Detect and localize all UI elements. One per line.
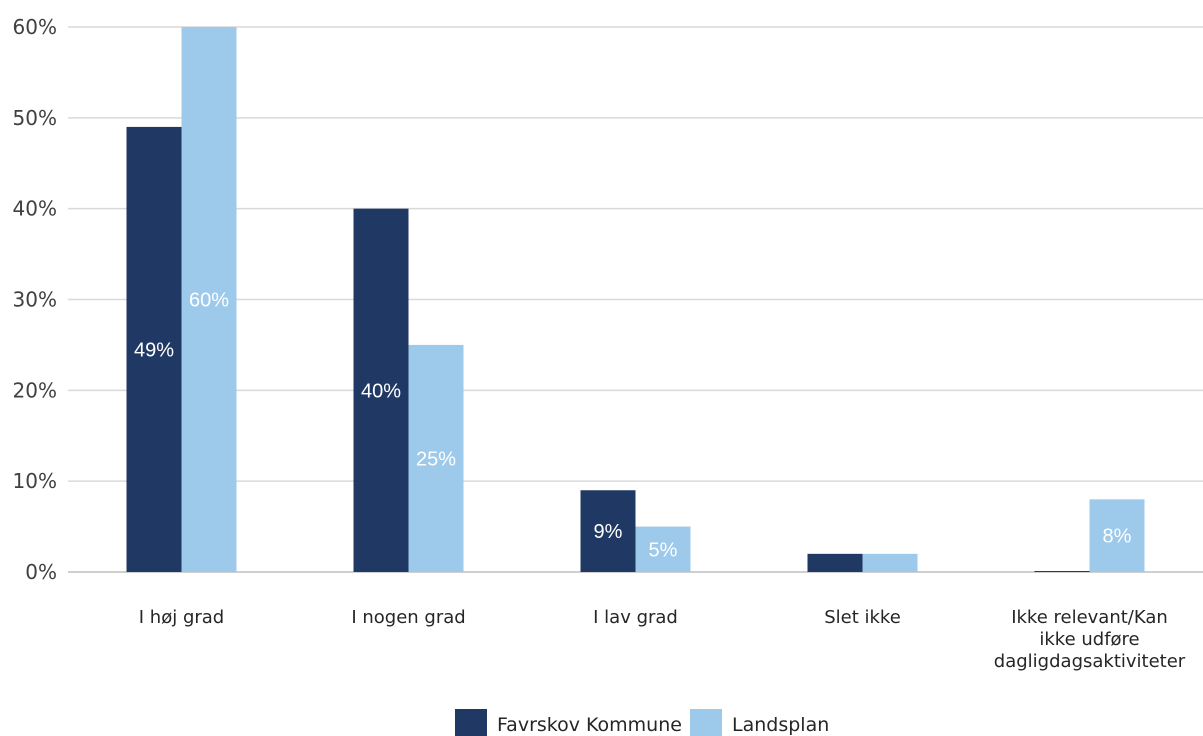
legend-swatch [455, 709, 487, 736]
y-tick-label: 10% [13, 469, 57, 493]
legend-swatch [690, 709, 722, 736]
x-axis-categories: I høj grad I nogen grad I lav grad Slet ikk… [139, 607, 1186, 672]
bar-favrskov [353, 208, 409, 572]
bar-landsplan [635, 526, 691, 572]
bars [126, 27, 1145, 573]
bar-landsplan [862, 553, 918, 572]
x-category-line: I lav grad [593, 607, 678, 628]
y-tick-label: 0% [25, 560, 57, 584]
data-label: 25% [416, 448, 456, 470]
x-category-label: I lav grad [593, 607, 678, 628]
y-tick-label: 20% [13, 378, 57, 402]
x-category-label: I nogen grad [351, 607, 465, 628]
data-label: 49% [134, 339, 174, 361]
x-category-label: I høj grad [139, 607, 224, 628]
bar-landsplan [181, 27, 237, 572]
x-category-line: Ikke relevant/Kan [1011, 607, 1168, 628]
x-category-line: Slet ikke [824, 607, 901, 628]
gridlines [68, 26, 1203, 573]
legend-label: Landsplan [732, 714, 829, 736]
legend-label: Favrskov Kommune [497, 714, 682, 736]
bar-favrskov [807, 553, 863, 572]
bar-favrskov [126, 126, 182, 573]
data-label: 8% [1103, 526, 1132, 548]
x-category-line: dagligdagsaktiviteter [994, 651, 1186, 672]
y-tick-label: 50% [13, 106, 57, 130]
bar-landsplan [408, 344, 464, 572]
x-category-label: Slet ikke [824, 607, 901, 628]
y-axis-ticks: 0% 10% 20% 30% 40% 50% 60% [13, 15, 57, 584]
y-tick-label: 60% [13, 15, 57, 39]
bar-favrskov [1034, 571, 1090, 572]
legend: Favrskov Kommune Landsplan [455, 709, 829, 736]
data-label: 5% [649, 539, 678, 561]
data-label: 40% [361, 380, 401, 402]
data-labels: 49% 40% 9% 60% 25% 5% 8% [134, 290, 1132, 562]
y-tick-label: 40% [13, 197, 57, 221]
bar-favrskov [580, 490, 636, 572]
x-category-line: I nogen grad [351, 607, 465, 628]
data-label: 9% [594, 521, 623, 543]
data-label: 60% [189, 290, 229, 312]
x-category-line: ikke udføre [1039, 629, 1139, 650]
x-category-label: Ikke relevant/Kan ikke udføre dagligdagsak… [994, 607, 1186, 672]
bar-landsplan [1089, 499, 1145, 572]
x-category-line: I høj grad [139, 607, 224, 628]
y-tick-label: 30% [13, 288, 57, 312]
